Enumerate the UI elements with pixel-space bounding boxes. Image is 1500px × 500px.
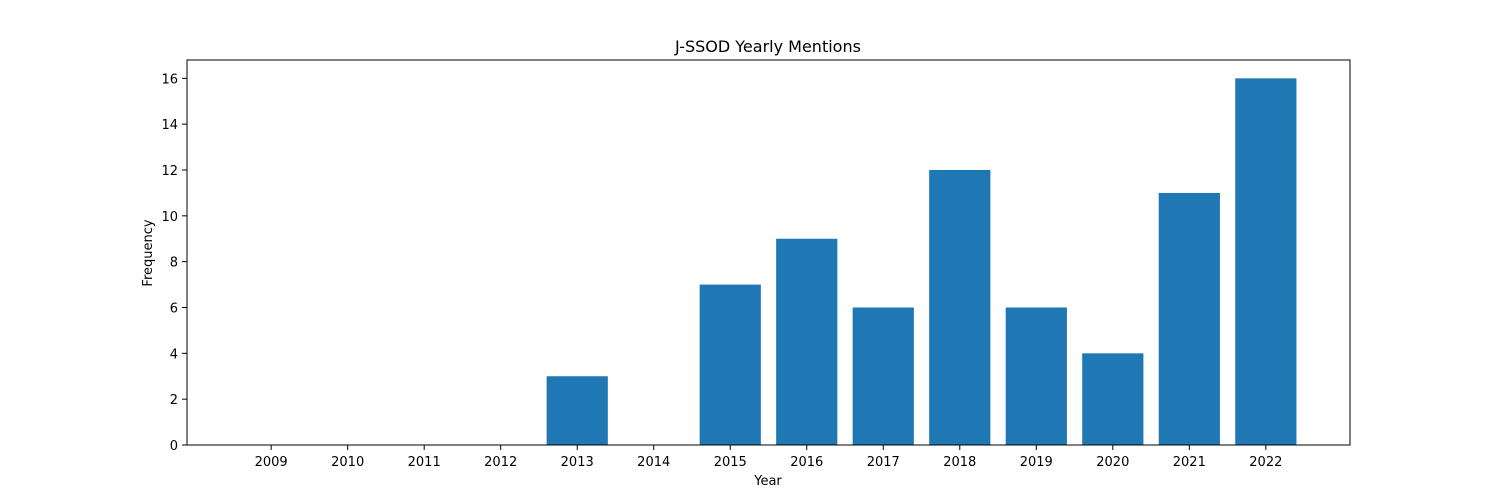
bar-2015 [699, 284, 761, 445]
x-tick-label: 2009 [255, 455, 288, 470]
x-tick-label: 2019 [1020, 455, 1053, 470]
bars-group [546, 78, 1297, 445]
x-tick-label: 2016 [790, 455, 823, 470]
y-tick-label: 0 [170, 439, 178, 454]
y-tick-label: 10 [161, 210, 178, 225]
bar-2018 [929, 170, 991, 445]
x-tick-label: 2020 [1096, 455, 1129, 470]
x-tick-label: 2014 [637, 455, 670, 470]
bar-2017 [852, 307, 914, 445]
y-tick-label: 2 [170, 393, 178, 408]
x-tick-label: 2012 [484, 455, 517, 470]
y-tick-label: 12 [161, 164, 178, 179]
chart-title: J-SSOD Yearly Mentions [674, 37, 861, 56]
x-tick-label: 2015 [714, 455, 747, 470]
y-tick-label: 16 [161, 72, 178, 87]
y-tick-label: 6 [170, 302, 178, 317]
x-tick-label: 2018 [943, 455, 976, 470]
y-tick-label: 14 [161, 118, 178, 133]
x-tick-label: 2013 [561, 455, 594, 470]
x-tick-label: 2017 [867, 455, 900, 470]
x-tick-label: 2022 [1249, 455, 1282, 470]
y-tick-label: 8 [170, 256, 178, 271]
y-axis-label: Frequency [141, 219, 156, 286]
plot-frame [186, 59, 1351, 446]
x-tick-label: 2011 [408, 455, 441, 470]
bar-2016 [776, 238, 838, 445]
bar-2019 [1005, 307, 1067, 445]
bar-2022 [1235, 78, 1297, 445]
x-tick-label: 2010 [331, 455, 364, 470]
bar-2020 [1082, 353, 1144, 445]
y-axis-ticks: 0 2 4 6 8 10 12 14 16 [161, 72, 187, 454]
bar-2013 [546, 376, 608, 445]
x-axis-label: Year [753, 474, 782, 489]
bar-2021 [1158, 192, 1220, 445]
x-axis-ticks: 2009 2010 2011 2012 2013 2014 2015 2016 2017 2018… [255, 445, 1282, 470]
y-tick-label: 4 [170, 347, 178, 362]
x-tick-label: 2021 [1173, 455, 1206, 470]
